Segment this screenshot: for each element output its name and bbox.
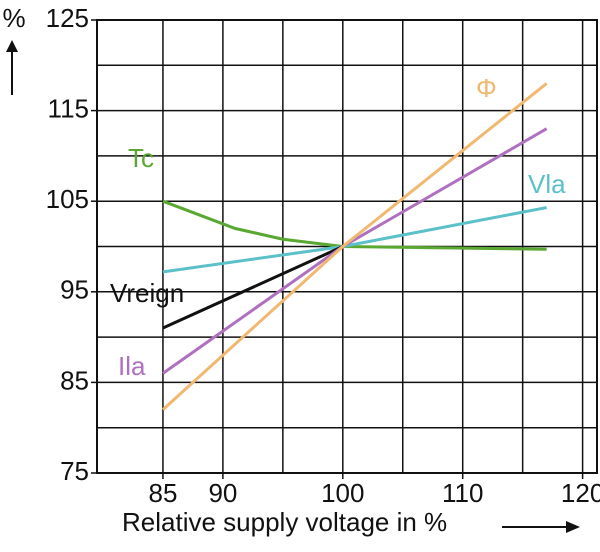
y-tick-label: 85 (60, 365, 89, 395)
x-tick-label: 110 (442, 478, 483, 508)
series-label: Tc (128, 143, 154, 173)
y-tick-label: 75 (60, 456, 89, 486)
series-line (161, 82, 548, 411)
series-label: Φ (476, 73, 497, 103)
x-tick-label: 90 (208, 478, 237, 508)
series-line (162, 245, 344, 330)
y-arrow-head (6, 40, 18, 52)
y-tick-label: 95 (60, 275, 89, 305)
y-axis-label: % (2, 3, 25, 33)
series-label: Ila (118, 351, 146, 381)
x-tick-label: 120 (561, 478, 600, 508)
y-tick-label: 105 (46, 184, 89, 214)
y-tick-label: 115 (48, 93, 89, 123)
y-tick-label: 125 (46, 3, 89, 33)
x-arrow-head (566, 521, 580, 533)
series-label: Vla (528, 169, 566, 199)
x-tick-label: 100 (321, 478, 364, 508)
x-tick-label: 85 (148, 478, 177, 508)
series-line (162, 199, 547, 251)
x-axis-label: Relative supply voltage in % (122, 507, 447, 537)
series-label: Vreign (110, 278, 184, 308)
